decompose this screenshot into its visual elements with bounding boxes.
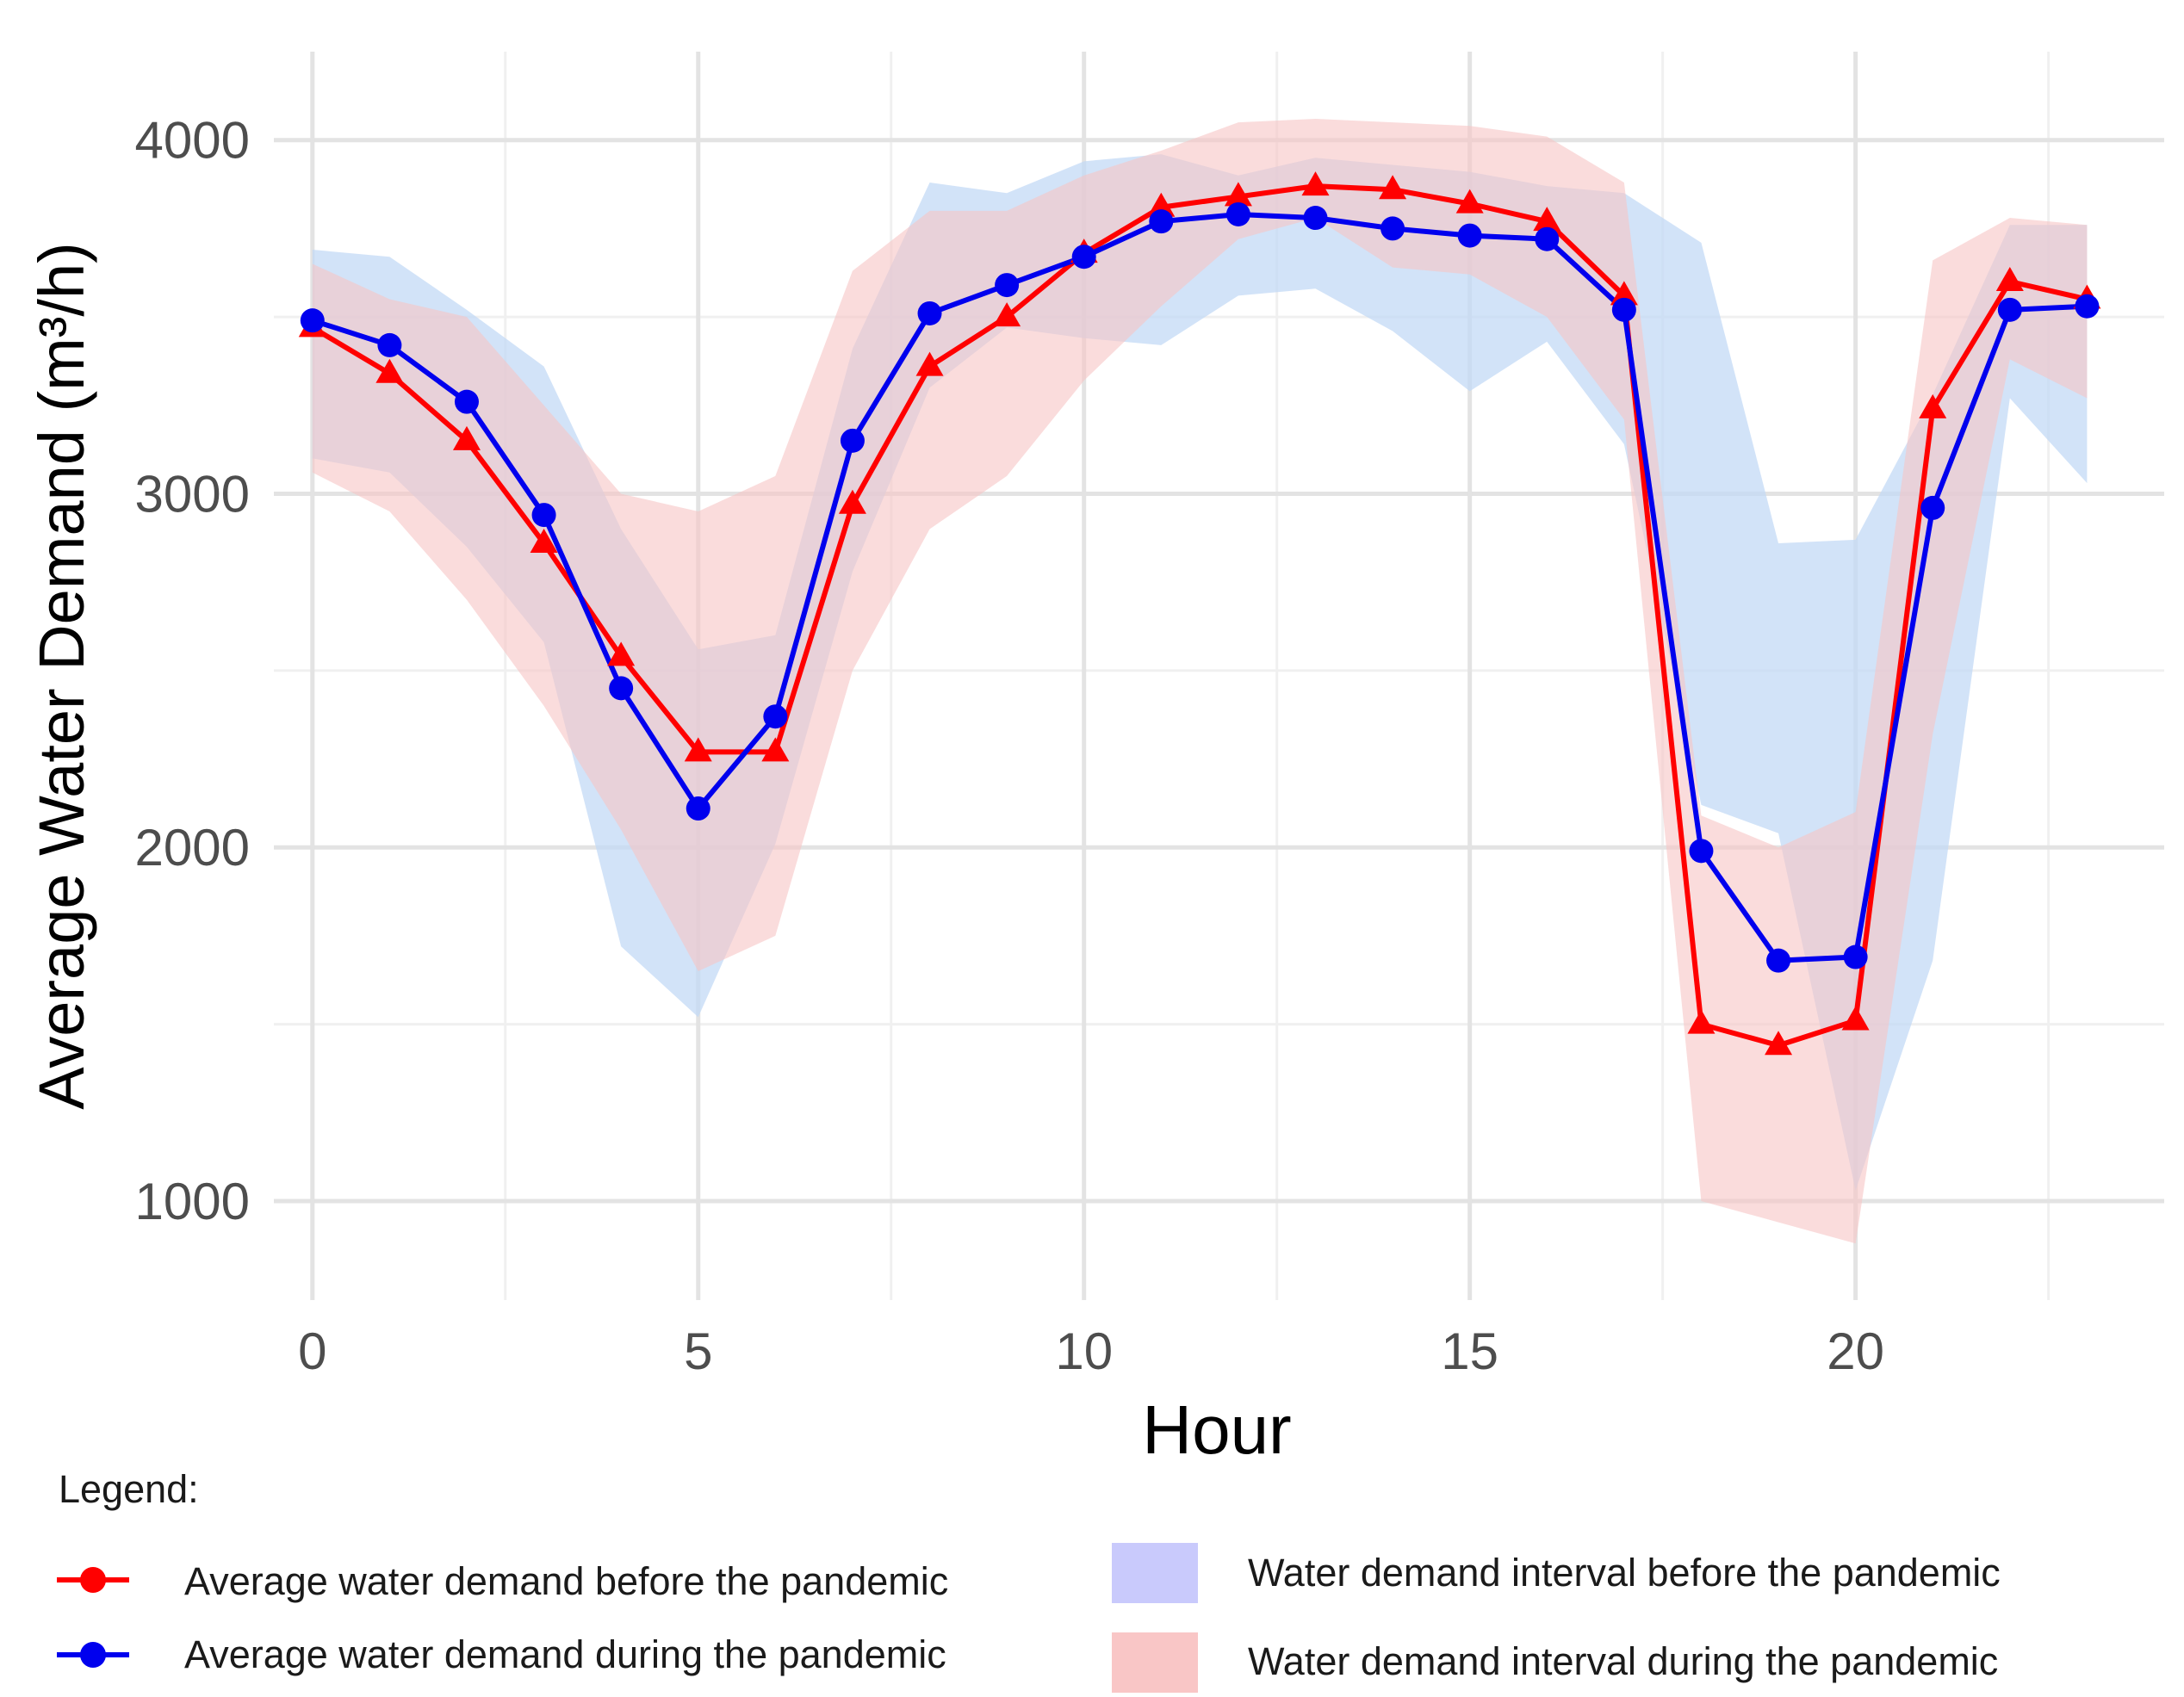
data-point-before (1379, 175, 1407, 200)
data-point-before (1224, 182, 1252, 207)
legend-label-before-average: Average water demand before the pandemic (184, 1559, 948, 1603)
data-point-during (300, 308, 325, 333)
data-point-during (1149, 209, 1174, 234)
data-point-before (1687, 1009, 1716, 1034)
band-during-pandemic (312, 119, 2088, 1244)
data-point-before (1455, 189, 1484, 214)
data-point-during (1225, 201, 1250, 226)
legend: Legend: Average water demand before the … (57, 1467, 2001, 1693)
y-tick-label: 4000 (135, 112, 250, 170)
data-point-during (2075, 294, 2100, 319)
x-tick-label: 0 (298, 1322, 326, 1380)
data-point-during (609, 676, 634, 701)
data-point-before (1147, 192, 1176, 217)
legend-heading: Legend: (59, 1467, 199, 1511)
x-tick-label: 10 (1055, 1322, 1113, 1380)
data-point-before (375, 358, 404, 383)
data-point-during (1535, 226, 1560, 251)
legend-swatch-before-interval (1112, 1543, 1198, 1603)
data-point-before (1610, 281, 1638, 306)
legend-label-during-interval: Water demand interval during the pandemi… (1248, 1639, 1998, 1683)
data-point-before (915, 351, 944, 376)
data-point-during (763, 704, 788, 729)
data-point-before (993, 302, 1021, 327)
data-point-before (1995, 266, 2024, 291)
y-axis-title: Average Water Demand (m³/h) (26, 242, 97, 1110)
data-point-before (1841, 1006, 1870, 1031)
data-point-during (995, 273, 1020, 298)
tick-labels: 0 5 10 15 20 1000 2000 3000 4000 (135, 112, 1884, 1380)
data-point-during (840, 428, 865, 453)
series-line-before (311, 183, 2088, 1049)
y-tick-label: 3000 (135, 465, 250, 523)
x-axis-title: Hour (1142, 1391, 1291, 1468)
data-point-during (917, 300, 942, 325)
legend-marker-during-average (80, 1642, 106, 1668)
data-point-during (377, 332, 402, 357)
data-point-during (1920, 495, 1945, 520)
series-line-during (311, 211, 2088, 963)
data-point-before (607, 641, 636, 666)
y-tick-label: 2000 (135, 819, 250, 876)
data-point-before (1533, 207, 1561, 232)
interval-bands (312, 119, 2088, 1244)
legend-item-during-average: Average water demand during the pandemic (57, 1632, 946, 1676)
data-point-during (1843, 944, 1868, 969)
series-markers (298, 171, 2101, 1056)
data-point-before (684, 737, 712, 762)
legend-label-before-interval: Water demand interval before the pandemi… (1248, 1551, 2001, 1595)
data-point-before (1301, 171, 1330, 196)
series-lines (311, 183, 2088, 1049)
x-tick-label: 20 (1827, 1322, 1884, 1380)
data-point-during (1766, 948, 1791, 973)
data-point-during (1457, 223, 1482, 248)
data-point-during (531, 503, 556, 528)
data-point-during (454, 389, 479, 414)
data-point-during (1381, 216, 1405, 241)
data-point-before (1765, 1031, 1793, 1056)
legend-marker-before-average (80, 1567, 106, 1593)
legend-item-before-interval: Water demand interval before the pandemi… (1112, 1543, 2001, 1603)
y-tick-label: 1000 (135, 1173, 250, 1230)
data-point-before (530, 528, 558, 553)
data-point-during (1303, 206, 1328, 231)
x-tick-label: 5 (684, 1322, 712, 1380)
data-point-before (1919, 393, 1947, 418)
data-point-during (686, 796, 710, 821)
data-point-before (452, 425, 481, 450)
legend-swatch-during-interval (1112, 1632, 1198, 1693)
legend-label-during-average: Average water demand during the pandemic (184, 1632, 946, 1676)
data-point-during (1997, 297, 2022, 322)
data-point-before (761, 737, 790, 762)
data-point-during (1071, 245, 1096, 269)
legend-item-before-average: Average water demand before the pandemic (57, 1559, 948, 1603)
legend-item-during-interval: Water demand interval during the pandemi… (1112, 1632, 1998, 1693)
x-tick-label: 15 (1441, 1322, 1498, 1380)
data-point-before (838, 489, 866, 514)
data-point-during (1689, 839, 1714, 864)
data-point-during (1611, 297, 1636, 322)
